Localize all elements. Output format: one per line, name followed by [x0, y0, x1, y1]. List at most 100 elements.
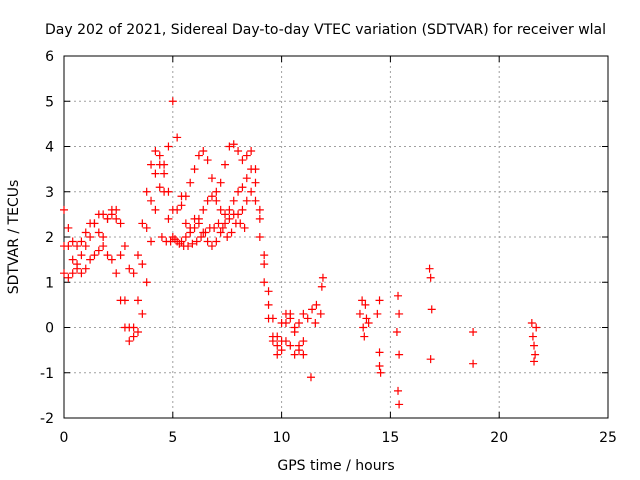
series-track-b: [60, 97, 308, 359]
series-scattered: [306, 264, 541, 409]
data-point: [426, 273, 435, 282]
data-point: [225, 214, 234, 223]
data-point: [77, 237, 86, 246]
data-point: [68, 255, 77, 264]
data-point: [175, 239, 184, 248]
data-point: [203, 237, 212, 246]
data-point: [199, 205, 208, 214]
data-point: [77, 269, 86, 278]
data-point: [308, 305, 317, 314]
data-point: [255, 205, 264, 214]
y-tick-label: 5: [45, 94, 54, 110]
data-point: [181, 233, 190, 241]
y-tick-label: 4: [45, 140, 54, 156]
y-tick-label: -2: [40, 411, 54, 427]
data-point: [155, 151, 164, 160]
data-point: [188, 239, 197, 248]
x-tick-label: 5: [168, 430, 177, 446]
data-point: [173, 133, 182, 142]
y-tick-label: 6: [45, 49, 54, 65]
data-point: [210, 223, 219, 232]
data-point: [201, 228, 210, 237]
data-point: [73, 242, 82, 251]
data-point: [107, 255, 116, 264]
data-point: [186, 223, 195, 232]
data-point: [318, 273, 327, 282]
data-point: [359, 323, 368, 332]
data-point: [164, 214, 173, 223]
data-point: [177, 201, 186, 210]
data-point: [120, 242, 129, 251]
data-point: [86, 233, 95, 241]
data-point: [112, 214, 121, 223]
data-point: [395, 400, 404, 409]
data-point: [212, 187, 221, 196]
data-point: [194, 219, 203, 228]
x-axis-title: GPS time / hours: [277, 458, 394, 474]
data-point: [138, 309, 147, 318]
data-point: [277, 337, 286, 346]
data-point: [247, 165, 256, 174]
data-point: [317, 282, 326, 291]
data-point: [240, 223, 249, 232]
x-tick-label: 20: [490, 430, 508, 446]
data-point: [469, 359, 478, 368]
data-point: [112, 269, 121, 278]
data-points: [60, 97, 541, 409]
data-point: [264, 300, 273, 309]
data-point: [361, 300, 370, 309]
data-point: [203, 196, 212, 205]
data-point: [81, 228, 90, 237]
data-point: [133, 296, 142, 305]
data-point: [120, 296, 129, 305]
data-point: [247, 187, 256, 196]
data-point: [151, 147, 160, 156]
data-point: [528, 332, 537, 341]
data-point: [160, 187, 169, 196]
data-point: [251, 196, 260, 205]
data-point: [394, 386, 403, 395]
data-point: [64, 242, 73, 251]
data-point: [190, 165, 199, 174]
x-tick-label: 15: [381, 430, 399, 446]
data-point: [264, 287, 273, 296]
data-point: [216, 178, 225, 187]
data-point: [229, 196, 238, 205]
x-tick-label: 10: [273, 430, 291, 446]
data-point: [207, 192, 216, 201]
data-point: [94, 228, 103, 237]
data-point: [251, 178, 260, 187]
data-point: [64, 273, 73, 282]
data-point: [234, 147, 243, 156]
data-point: [268, 337, 277, 346]
data-point: [184, 242, 193, 251]
data-point: [60, 269, 68, 278]
data-point: [129, 269, 138, 278]
data-point: [216, 205, 225, 214]
data-point: [181, 219, 190, 228]
data-point: [236, 219, 245, 228]
data-point: [170, 235, 179, 244]
data-point: [138, 260, 147, 269]
data-point: [155, 160, 164, 169]
data-point: [255, 214, 264, 223]
grid: [64, 56, 608, 418]
data-point: [303, 314, 312, 323]
data-point: [469, 328, 478, 337]
data-point: [394, 291, 403, 300]
data-point: [290, 350, 299, 359]
data-point: [212, 196, 221, 205]
data-point: [90, 251, 99, 260]
data-point: [260, 260, 269, 269]
data-point: [133, 328, 142, 337]
data-point: [364, 318, 373, 327]
data-point: [199, 147, 208, 156]
data-point: [360, 332, 369, 341]
data-point: [242, 174, 251, 183]
data-point: [81, 242, 90, 251]
data-point: [68, 269, 77, 278]
x-tick-label: 0: [60, 430, 69, 446]
data-point: [312, 300, 321, 309]
data-point: [129, 332, 138, 341]
y-tick-label: -1: [40, 366, 54, 382]
